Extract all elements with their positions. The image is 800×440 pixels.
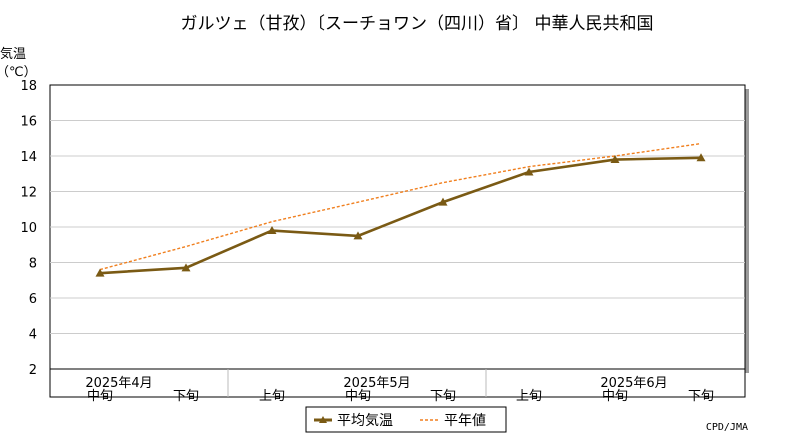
- chart-title: ガルツェ（甘孜）〔スーチョワン（四川）省〕 中華人民共和国: [181, 14, 654, 34]
- x-tick-label: 下旬: [173, 389, 199, 404]
- data-point-mean: [353, 231, 363, 240]
- y-tick-label: 14: [20, 150, 37, 165]
- legend-box: [305, 406, 507, 433]
- data-point-mean: [610, 155, 620, 164]
- y-tick-label: 18: [20, 79, 37, 94]
- y-tick-label: 16: [20, 115, 37, 130]
- y-tick-label: 12: [20, 186, 37, 201]
- y-tick-label: 2: [29, 363, 37, 378]
- y-tick-label: 8: [29, 257, 37, 272]
- legend-marker-mean: [319, 416, 327, 423]
- credit-label: CPD/JMA: [706, 422, 748, 433]
- y-axis-ticks: 2 4 6 8 10 12 14 16 18: [20, 79, 37, 378]
- x-tick-label: 中旬: [602, 389, 628, 404]
- data-point-mean: [438, 197, 448, 206]
- legend: 平均気温 平年値: [305, 406, 507, 433]
- x-tick-label: 上旬: [516, 389, 542, 404]
- x-tick-label: 中旬: [345, 389, 371, 404]
- y-axis-label: 気温: [0, 46, 26, 62]
- x-tick-label: 上旬: [259, 389, 285, 404]
- data-point-mean: [524, 167, 534, 176]
- legend-label-mean: 平均気温: [337, 413, 393, 429]
- plot-area: [49, 84, 749, 398]
- series-line-normal: [99, 142, 702, 271]
- grid-lines: [50, 120, 745, 334]
- y-axis-unit: （℃）: [0, 65, 37, 80]
- legend-label-normal: 平年値: [444, 413, 486, 429]
- x-tick-label: 下旬: [688, 389, 714, 404]
- data-point-mean: [95, 268, 105, 277]
- x-axis-ticks: 中旬 下旬 上旬 中旬 下旬 上旬 中旬 下旬 2025年4月 2025年5月 2025年6月: [85, 376, 714, 404]
- x-tick-label: 下旬: [430, 389, 456, 404]
- data-point-mean: [696, 153, 706, 162]
- month-label: 2025年5月: [343, 376, 410, 391]
- x-axis-band: [49, 368, 746, 398]
- data-point-mean: [267, 226, 277, 235]
- series-group: [95, 142, 706, 277]
- y-tick-label: 4: [29, 328, 37, 343]
- y-tick-label: 6: [29, 292, 37, 307]
- data-point-mean: [181, 263, 191, 272]
- month-label: 2025年6月: [600, 376, 667, 391]
- y-tick-label: 10: [20, 221, 37, 236]
- series-line-mean: [99, 156, 702, 275]
- month-label: 2025年4月: [85, 376, 152, 391]
- x-tick-label: 中旬: [87, 389, 113, 404]
